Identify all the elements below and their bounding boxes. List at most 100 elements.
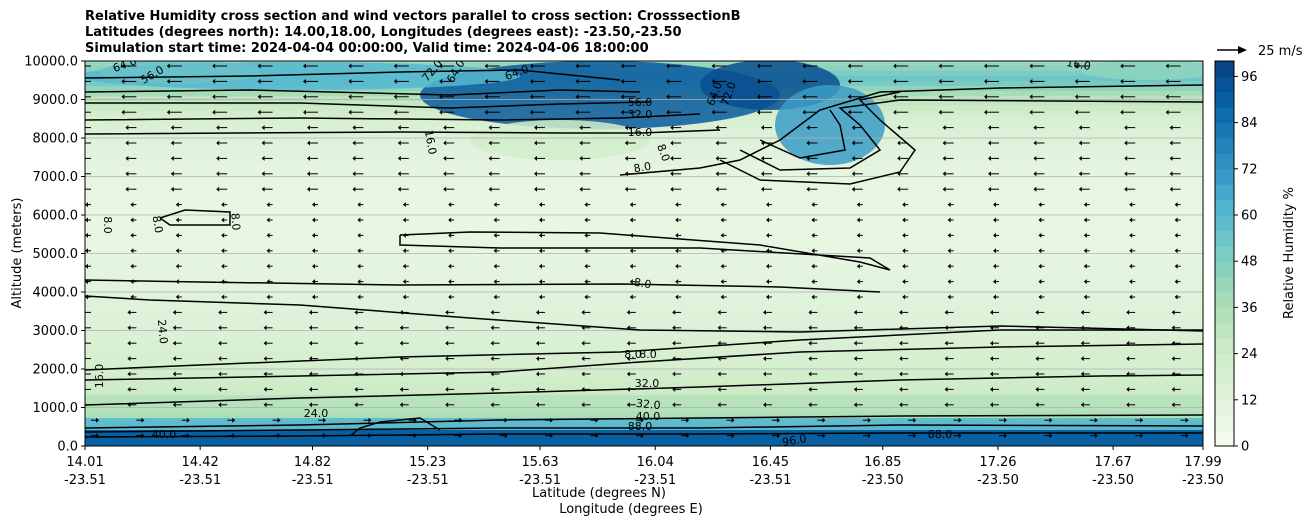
wind-vector-head (1078, 125, 1082, 131)
wind-vector-head (218, 325, 222, 331)
wind-vector-head (175, 202, 179, 208)
wind-vector-head (218, 386, 222, 392)
contour-line (85, 129, 721, 135)
contour-label: 8.0 (654, 142, 672, 163)
wind-vector-head (263, 325, 267, 331)
wind-vector-head (357, 263, 361, 269)
wind-vector-head (851, 171, 855, 177)
wind-vector-head (1080, 356, 1084, 362)
colorbar-segment (1215, 230, 1234, 247)
wind-vector-head (1169, 186, 1173, 192)
wind-vector-head (893, 63, 897, 69)
contour-label: 16.0 (628, 126, 653, 139)
wind-vector-head (1171, 371, 1175, 377)
wind-vector-head (399, 386, 403, 392)
wind-vector-head (1038, 217, 1042, 223)
wind-vector-head (399, 309, 403, 315)
wind-vector-head (413, 433, 417, 439)
wind-vector-head (867, 433, 871, 439)
wind-vector-head (584, 248, 588, 254)
wind-vector-head (266, 202, 270, 208)
y-tick-label: 2000.0 (33, 363, 79, 378)
contour-line (759, 109, 846, 159)
wind-vector-head (1074, 63, 1078, 69)
wind-vector-head (445, 325, 449, 331)
wind-vector-head (312, 294, 315, 300)
wind-vector-head (988, 140, 991, 146)
wind-vector-head (847, 63, 851, 69)
wind-vector-head (1038, 232, 1042, 238)
wind-vector-head (172, 340, 176, 346)
wind-vector-head (263, 356, 267, 362)
wind-vector-head (221, 263, 225, 269)
contour-line (85, 69, 621, 81)
wind-vector-head (579, 140, 583, 146)
wind-vector-head (352, 140, 356, 146)
chart-title-line-2: Latitudes (degrees north): 14.00,18.00, … (85, 25, 682, 40)
x-axis: 14.01 -23.51 14.42 -23.51 14.82 -23.51 15.23 -2… (64, 446, 1224, 488)
wind-vector-head (666, 78, 670, 84)
wind-vector-head (853, 309, 857, 315)
wind-vector-head (166, 78, 170, 84)
wind-vector-head (579, 155, 583, 161)
wind-vector-head (670, 155, 674, 161)
wind-vector-head (439, 109, 443, 115)
wind-vector-head (993, 263, 996, 269)
wind-vector-head (670, 125, 674, 131)
wind-vector-head (629, 232, 633, 238)
contour-label: 8.0 (150, 215, 166, 234)
wind-vector-head (851, 140, 855, 146)
wind-vector-head (368, 449, 371, 454)
wind-vector-head (1129, 279, 1133, 285)
wind-vector-head (1126, 309, 1130, 315)
wind-vector-head (218, 402, 222, 408)
wind-vector-head (530, 63, 533, 69)
wind-vector-head (1035, 371, 1039, 377)
wind-vector-head (368, 417, 372, 423)
wind-vector-head (988, 171, 991, 177)
y-axis-label: Altitude (meters) (10, 198, 25, 309)
wind-vector-head (539, 232, 542, 238)
wind-vector-head (902, 202, 906, 208)
wind-vector-head (121, 109, 125, 115)
wind-vector-head (575, 78, 579, 84)
wind-vector-head (856, 202, 860, 208)
wind-vector-head (539, 202, 542, 208)
wind-vector-head (686, 449, 689, 454)
colorbar-segment (1215, 91, 1234, 108)
wind-vector-head (266, 263, 270, 269)
contour-label: 8.0 (639, 348, 657, 361)
wind-vector-head (811, 217, 815, 223)
wind-vector-head (720, 202, 724, 208)
wind-vector-head (715, 171, 719, 177)
wind-vector-head (130, 248, 134, 254)
wind-vector-head (170, 140, 174, 146)
wind-vector-head (675, 263, 679, 269)
wind-vector-head (1038, 248, 1042, 254)
wind-vector-head (493, 248, 497, 254)
rh-band (85, 326, 1203, 332)
wind-vector-head (947, 294, 951, 300)
wind-vector-head (990, 402, 993, 408)
wind-vector-head (175, 279, 179, 285)
y-tick-label: 1000.0 (33, 401, 79, 416)
wind-vector-head (1174, 263, 1178, 269)
wind-vector-head (575, 63, 579, 69)
wind-vector-head (584, 232, 588, 238)
wind-vector-head (266, 279, 270, 285)
wind-vector-head (1124, 140, 1128, 146)
wind-vector-head (303, 63, 306, 69)
wind-vector-head (448, 202, 452, 208)
wind-vector-head (1174, 202, 1178, 208)
rh-band (85, 316, 1203, 322)
wind-vector-head (686, 417, 690, 423)
wind-vector-head (959, 449, 962, 454)
wind-vector-head (309, 325, 312, 331)
contour-line (159, 209, 231, 226)
wind-vector-head (221, 248, 225, 254)
wind-vector-head (1038, 279, 1042, 285)
colorbar-tick-label: 48 (1241, 255, 1258, 270)
x-axis-label-longitude: Longitude (degrees E) (559, 502, 703, 517)
wind-vector-head (488, 140, 492, 146)
wind-vector-head (717, 309, 721, 315)
